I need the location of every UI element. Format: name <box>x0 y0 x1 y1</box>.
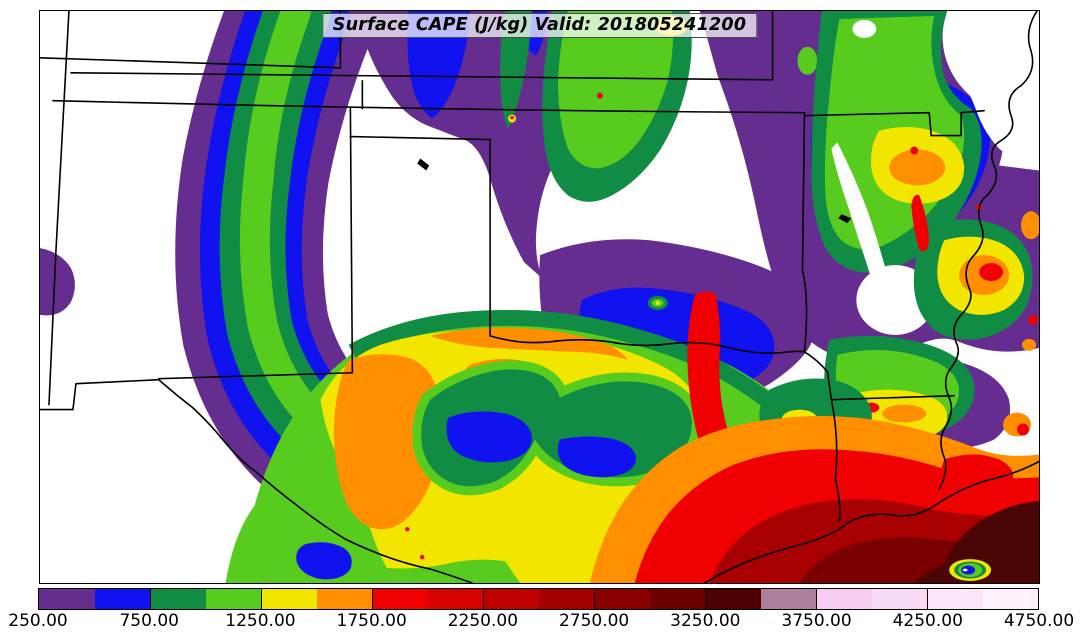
contour-southwest-texas <box>225 475 521 583</box>
colorbar-segment <box>927 589 983 609</box>
colorbar-segment <box>205 589 261 609</box>
colorbar-tick-label: 250.00 <box>8 611 68 631</box>
colorbar-tick <box>705 589 707 609</box>
colorbar-segment <box>816 589 872 609</box>
colorbar-segment <box>649 589 705 609</box>
colorbar-tick <box>594 589 596 609</box>
colorbar-tick <box>927 589 929 609</box>
colorbar-segment <box>760 589 816 609</box>
colorbar-segment <box>538 589 594 609</box>
colorbar-segment <box>871 589 927 609</box>
cape-contour-map <box>40 11 1039 583</box>
map-plot-area: Surface CAPE (J/kg) Valid: 201805241200 <box>39 10 1040 584</box>
contour-east-mass <box>699 11 1039 361</box>
colorbar-segment <box>427 589 483 609</box>
colorbar-segment <box>39 589 95 609</box>
colorbar-tick <box>816 589 818 609</box>
colorbar-tick-label: 4250.00 <box>892 611 963 631</box>
cape-colorbar <box>38 588 1039 610</box>
colorbar-tick-label: 4750.00 <box>1003 611 1075 631</box>
colorbar-segment <box>982 589 1038 609</box>
colorbar-segment <box>94 589 150 609</box>
colorbar-segment <box>705 589 761 609</box>
colorbar-tick-label: 2750.00 <box>558 611 630 631</box>
colorbar-tick-label: 2250.00 <box>447 611 519 631</box>
colorbar-segment <box>372 589 428 609</box>
colorbar-segment <box>261 589 317 609</box>
colorbar-segment <box>594 589 650 609</box>
colorbar-tick-label: 750.00 <box>119 611 179 631</box>
contour-kansas-green <box>542 11 739 202</box>
state-boundaries <box>40 11 1039 583</box>
colorbar-tick-labels: 250.00 750.00 1250.00 1750.00 2250.00 2750.00… <box>8 611 1074 633</box>
colorbar-tick-label: 3250.00 <box>670 611 741 631</box>
colorbar-tick <box>483 589 485 609</box>
plot-title: Surface CAPE (J/kg) Valid: 201805241200 <box>321 13 758 38</box>
colorbar-segment <box>316 589 372 609</box>
contour-gulf-heat <box>589 416 1039 583</box>
colorbar-tick <box>261 589 263 609</box>
contour-left-edge-patch <box>40 248 75 316</box>
colorbar-tick-label: 1250.00 <box>225 611 296 631</box>
colorbar-tick <box>150 589 152 609</box>
colorbar-tick-label: 3750.00 <box>781 611 852 631</box>
colorbar-segment <box>483 589 539 609</box>
colorbar-segment <box>150 589 206 609</box>
bullseye-extreme-cape <box>949 559 992 582</box>
colorbar-tick <box>372 589 374 609</box>
colorbar-tick-label: 1750.00 <box>336 611 407 631</box>
